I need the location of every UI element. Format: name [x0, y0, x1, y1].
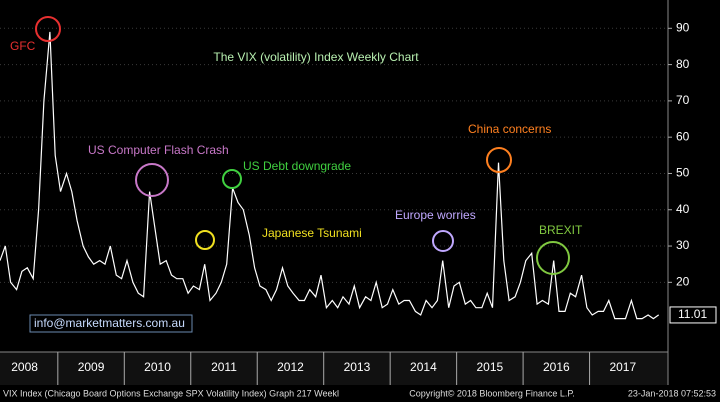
x-axis-band [0, 352, 668, 385]
annotation-label: US Debt downgrade [243, 159, 351, 173]
x-tick-label: 2017 [609, 360, 636, 374]
x-tick-label: 2014 [410, 360, 437, 374]
annotation-circle [486, 147, 512, 173]
annotation-label: GFC [10, 39, 36, 53]
x-tick-label: 2011 [211, 360, 237, 374]
annotation-label: Japanese Tsunami [262, 226, 362, 240]
x-tick-label: 2009 [78, 360, 105, 374]
annotation-label: China concerns [468, 122, 551, 136]
x-tick-label: 2013 [344, 360, 371, 374]
chart-title: The VIX (volatility) Index Weekly Chart [213, 50, 419, 64]
x-tick-label: 2010 [144, 360, 171, 374]
annotation-label: Europe worries [395, 208, 476, 222]
annotation-label: BREXIT [539, 223, 583, 237]
annotation-label: US Computer Flash Crash [88, 143, 229, 157]
annotation-circle [135, 163, 169, 197]
y-tick-label: 40 [676, 202, 690, 216]
y-tick-label: 90 [676, 20, 690, 34]
annotation-circle [432, 230, 454, 252]
y-tick-label: 60 [676, 129, 690, 143]
footer-left: VIX Index (Chicago Board Options Exchang… [3, 388, 339, 398]
vix-line [0, 31, 660, 320]
annotation-circle [536, 241, 570, 275]
y-tick-label: 80 [676, 57, 690, 71]
x-tick-label: 2008 [11, 360, 38, 374]
x-tick-label: 2016 [543, 360, 570, 374]
annotation-circle [222, 169, 242, 189]
last-value-label: 11.01 [678, 307, 707, 321]
annotation-circle [35, 16, 61, 42]
footer [0, 385, 720, 402]
y-tick-label: 20 [676, 274, 690, 288]
footer-right: 23-Jan-2018 07:52:53 [628, 388, 716, 398]
x-tick-label: 2012 [277, 360, 304, 374]
y-tick-label: 70 [676, 93, 690, 107]
y-tick-label: 30 [676, 238, 690, 252]
watermark-box [29, 314, 193, 333]
footer-mid: Copyright© 2018 Bloomberg Finance L.P. [409, 388, 575, 398]
annotation-circle [195, 230, 215, 250]
x-tick-label: 2015 [477, 360, 504, 374]
last-value-box [669, 306, 717, 324]
watermark: info@marketmatters.com.au [34, 316, 185, 330]
y-tick-label: 50 [676, 166, 690, 180]
